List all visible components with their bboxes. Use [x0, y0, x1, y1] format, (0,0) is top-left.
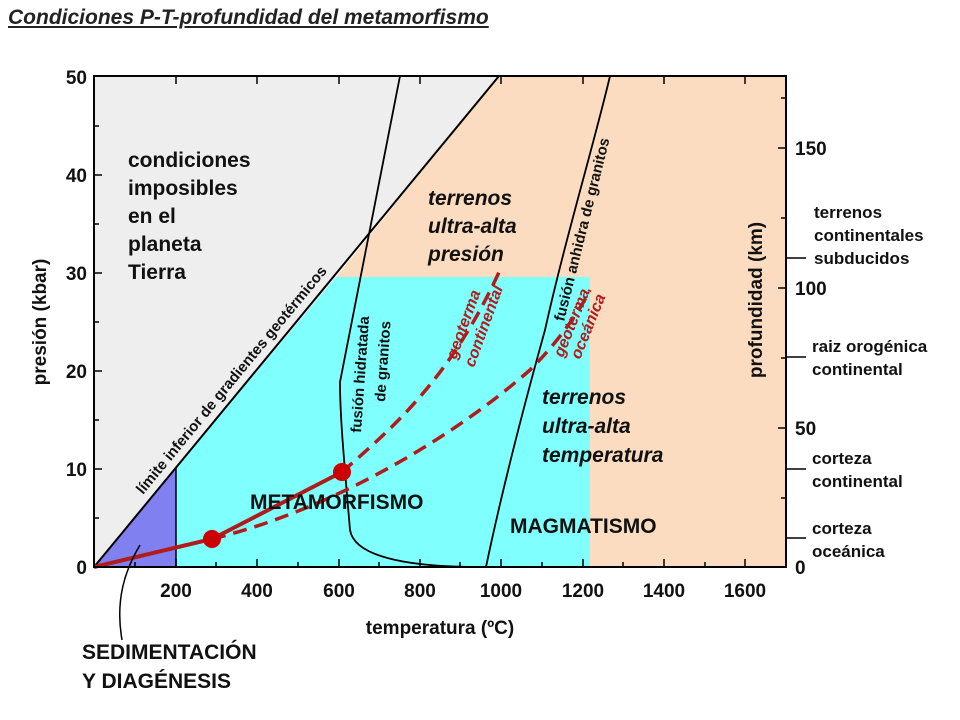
- page-title: Condiciones P-T-profundidad del metamorf…: [8, 6, 489, 29]
- x-tick-label: 800: [404, 581, 436, 602]
- geotherm-ocean-dashed: [211, 289, 592, 541]
- uhp-label: terrenos: [428, 187, 512, 210]
- y-tick-label: 10: [66, 460, 87, 481]
- depth-tick-label: 150: [795, 139, 827, 160]
- limit-line: [93, 75, 500, 568]
- geotherm-point-300: [203, 530, 221, 548]
- wet-melt-label: de granitos: [372, 320, 395, 402]
- cont-crust-label: corteza: [812, 449, 872, 468]
- y-tick-label: 20: [66, 362, 87, 383]
- x-tick-label: 600: [323, 581, 355, 602]
- impossible-label: en el: [128, 205, 176, 228]
- uht-label: terrenos: [542, 386, 626, 409]
- impossible-label: planeta: [128, 233, 202, 256]
- uhp-label: presión: [427, 243, 504, 266]
- x-tick-label: 400: [241, 581, 273, 602]
- uhp-label: ultra-alta: [428, 215, 517, 238]
- y-tick-label: 0: [76, 558, 87, 579]
- x-tick-label: 1000: [480, 581, 522, 602]
- geotherm-cont-dashed: [340, 269, 502, 474]
- depth-tick-label: 100: [795, 279, 827, 300]
- impossible-label: condiciones: [128, 149, 251, 172]
- sedimentacion-label: Y DIAGÉNESIS: [82, 670, 231, 693]
- subducted-label: terrenos: [814, 203, 882, 222]
- subducted-label: continentales: [814, 226, 924, 245]
- y-tick-label: 30: [66, 264, 87, 285]
- ocean-crust-label: oceánica: [812, 542, 885, 561]
- sedimentacion-label: SEDIMENTACIÓN: [82, 640, 257, 664]
- dry-melt-curve: [485, 75, 611, 568]
- depth-axis-label: profundidad (km): [746, 222, 767, 378]
- depth-tick-label: 50: [795, 419, 816, 440]
- geotherm-point-600: [333, 463, 351, 481]
- depth-tick-label: 0: [795, 558, 806, 579]
- impossible-label: Tierra: [128, 261, 186, 284]
- x-axis-label: temperatura (ºC): [366, 618, 514, 639]
- orogenic-label: continental: [812, 360, 903, 379]
- metamorfismo-label: METAMORFISMO: [250, 491, 423, 514]
- y-axis-label: presión (kbar): [30, 259, 51, 386]
- tick-marks: [94, 76, 806, 567]
- y-tick-label: 50: [66, 68, 87, 89]
- sedimentation-pointer: [119, 544, 141, 641]
- x-tick-label: 1200: [562, 581, 604, 602]
- subducted-label: subducidos: [814, 249, 909, 268]
- orogenic-label: raiz orogénica: [812, 337, 928, 356]
- x-tick-label: 1600: [724, 581, 766, 602]
- ocean-crust-label: corteza: [812, 519, 872, 538]
- wet-melt-curve: [339, 75, 481, 568]
- x-tick-label: 200: [160, 581, 192, 602]
- uht-label: ultra-alta: [542, 415, 631, 438]
- y-tick-label: 40: [66, 166, 87, 187]
- uhp-magmatism-region: [336, 76, 786, 567]
- uht-label: temperatura: [542, 444, 664, 467]
- cont-crust-label: continental: [812, 472, 903, 491]
- impossible-label: imposibles: [128, 177, 238, 200]
- x-tick-label: 1400: [643, 581, 685, 602]
- magmatismo-label: MAGMATISMO: [510, 515, 657, 538]
